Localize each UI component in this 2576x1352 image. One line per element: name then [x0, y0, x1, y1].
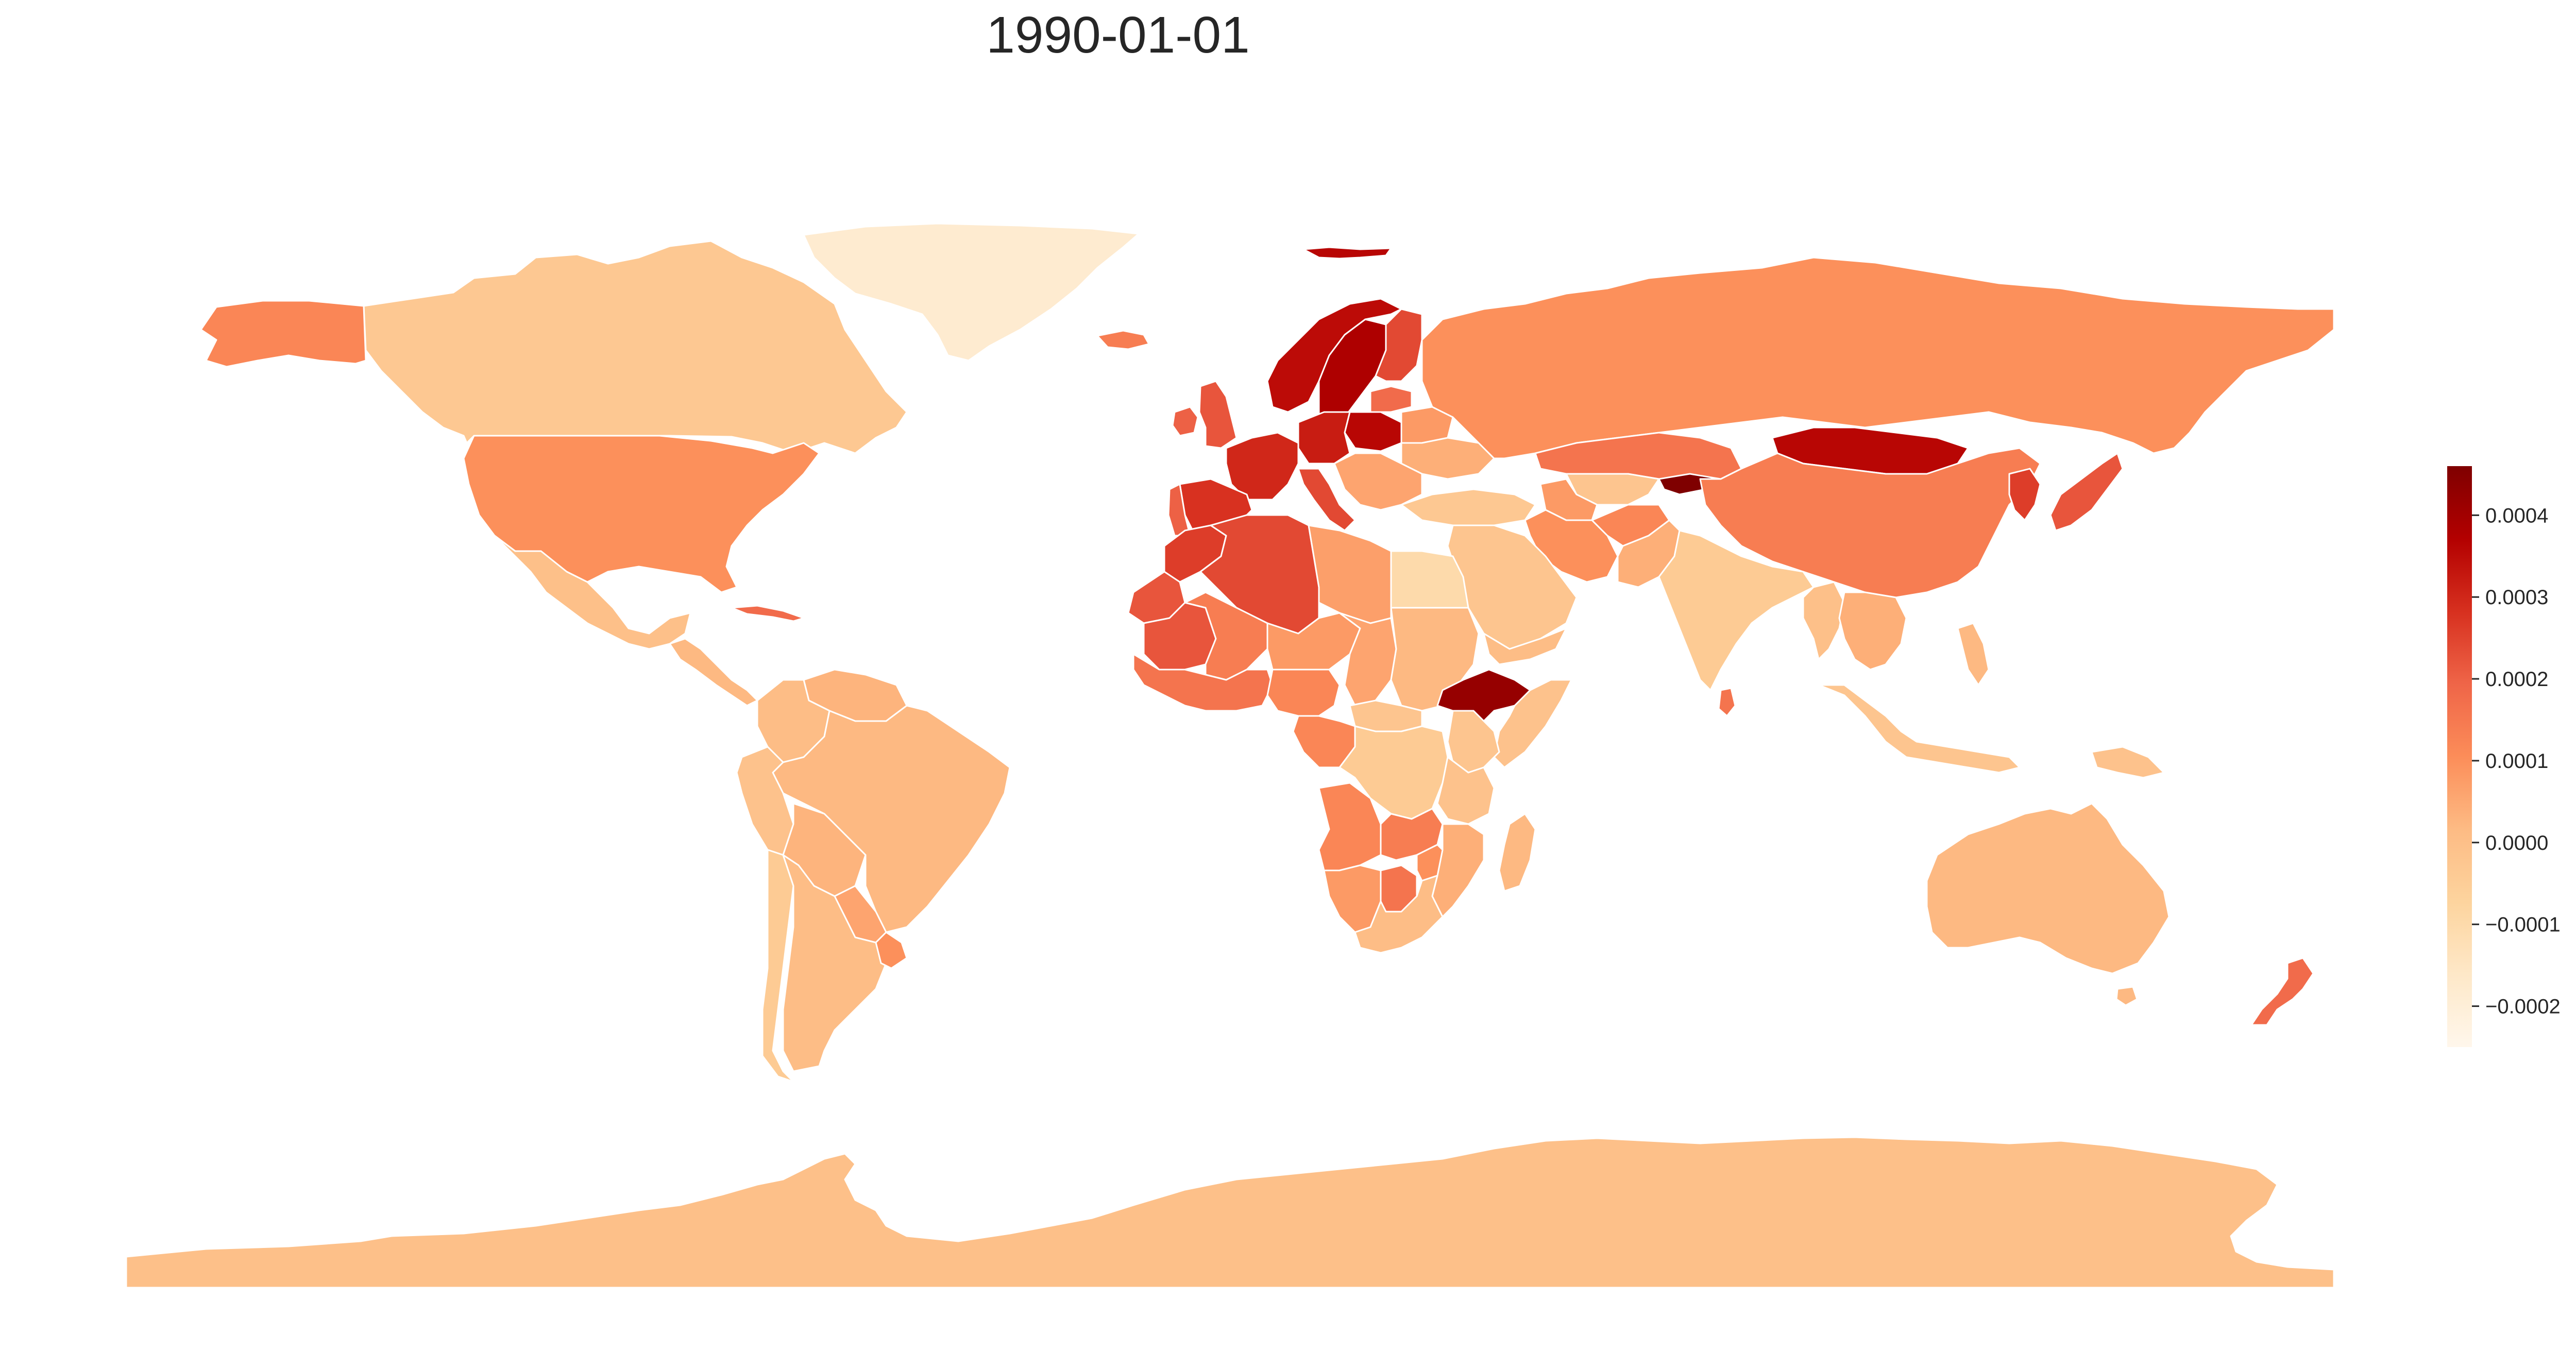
region-mexico [494, 535, 691, 650]
region-ethiopia [1436, 669, 1531, 722]
region-libya [1308, 524, 1392, 624]
region-balkans [1333, 452, 1423, 511]
region-alaska [200, 300, 367, 368]
region-antarctica [125, 1136, 2335, 1289]
region-uk [1198, 380, 1238, 449]
region-italy [1297, 468, 1356, 532]
region-korea [2008, 468, 2041, 521]
region-india [1658, 529, 1815, 691]
colorbar-tick-label: −0.0001 [2485, 914, 2561, 936]
region-ireland [1172, 406, 1199, 437]
region-southeast-asia [1838, 591, 1907, 671]
region-uruguay [875, 931, 908, 969]
map-title: 1990-01-01 [986, 6, 1250, 64]
region-mozambique [1431, 823, 1485, 918]
colorbar-tick-label: 0.0000 [2485, 832, 2548, 854]
colorbar: 0.0004 0.0003 0.0002 0.0001 0.0000 −0.0001 −0.… [2447, 466, 2561, 1047]
region-myanmar [1802, 581, 1845, 660]
colorbar-tick-label: 0.0003 [2485, 586, 2548, 609]
region-usa [463, 435, 820, 593]
region-kenya [1447, 710, 1500, 774]
region-svalbard [1302, 246, 1392, 260]
region-zambia [1380, 808, 1444, 861]
region-norway [1266, 298, 1402, 413]
region-iceland [1096, 330, 1150, 350]
region-poland [1344, 411, 1402, 452]
region-chile [761, 849, 794, 1083]
region-nigeria [1266, 669, 1341, 717]
region-tanzania [1436, 756, 1495, 825]
colorbar-tick-label: 0.0001 [2485, 750, 2548, 773]
region-france [1225, 432, 1299, 501]
region-cuba [731, 605, 805, 622]
region-australia [1926, 802, 2170, 974]
region-philippines [1957, 622, 1990, 686]
colorbar-gradient [2447, 466, 2472, 1047]
region-finland [1375, 308, 1423, 382]
region-somalia [1493, 679, 1572, 768]
region-tasmania [2115, 986, 2138, 1006]
region-argentina [782, 854, 887, 1072]
region-central-america [669, 638, 758, 707]
region-sri-lanka [1718, 687, 1736, 717]
region-japan [2049, 452, 2124, 532]
region-russia [1421, 256, 2335, 459]
region-china [1699, 447, 2041, 598]
colorbar-tick-label: −0.0002 [2485, 996, 2561, 1018]
region-yemen [1483, 627, 1567, 665]
region-indonesia [1818, 684, 2021, 774]
region-south-africa [1354, 875, 1444, 954]
region-papua-new-guinea [2091, 746, 2165, 779]
region-canada [363, 240, 908, 454]
world-map [125, 223, 2335, 1289]
colorbar-ticks: 0.0004 0.0003 0.0002 0.0001 0.0000 −0.0001 −0.… [2472, 504, 2561, 1018]
region-greenland [803, 223, 1140, 362]
region-madagascar [1498, 813, 1536, 892]
region-baltics [1369, 385, 1413, 413]
region-turkey [1400, 488, 1536, 526]
colorbar-tick-label: 0.0004 [2485, 504, 2548, 527]
region-new-zealand [2250, 957, 2314, 1026]
colorbar-tick-label: 0.0002 [2485, 668, 2548, 691]
region-germany [1297, 411, 1351, 465]
